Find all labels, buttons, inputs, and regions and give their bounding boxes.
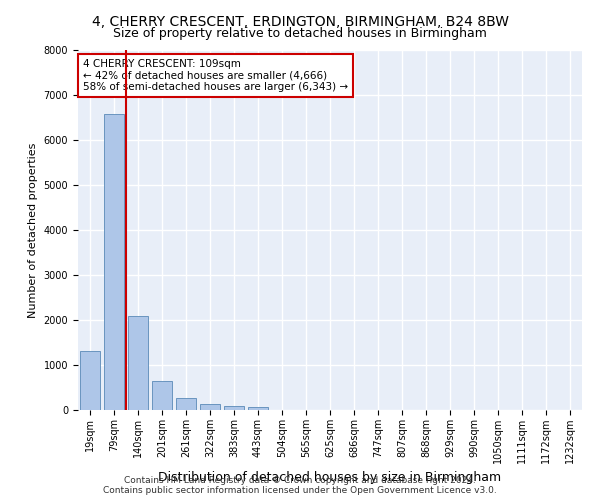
X-axis label: Distribution of detached houses by size in Birmingham: Distribution of detached houses by size … — [158, 472, 502, 484]
Bar — [200, 404, 220, 410]
Bar — [80, 351, 100, 410]
Text: Size of property relative to detached houses in Birmingham: Size of property relative to detached ho… — [113, 28, 487, 40]
Y-axis label: Number of detached properties: Number of detached properties — [28, 142, 38, 318]
Text: Contains HM Land Registry data © Crown copyright and database right 2024.
Contai: Contains HM Land Registry data © Crown c… — [103, 476, 497, 495]
Bar — [224, 406, 244, 410]
Bar — [248, 408, 268, 410]
Bar — [128, 316, 148, 410]
Text: 4 CHERRY CRESCENT: 109sqm
← 42% of detached houses are smaller (4,666)
58% of se: 4 CHERRY CRESCENT: 109sqm ← 42% of detac… — [83, 59, 348, 92]
Text: 4, CHERRY CRESCENT, ERDINGTON, BIRMINGHAM, B24 8BW: 4, CHERRY CRESCENT, ERDINGTON, BIRMINGHA… — [91, 15, 509, 29]
Bar — [104, 114, 124, 410]
Bar — [176, 398, 196, 410]
Bar — [152, 381, 172, 410]
